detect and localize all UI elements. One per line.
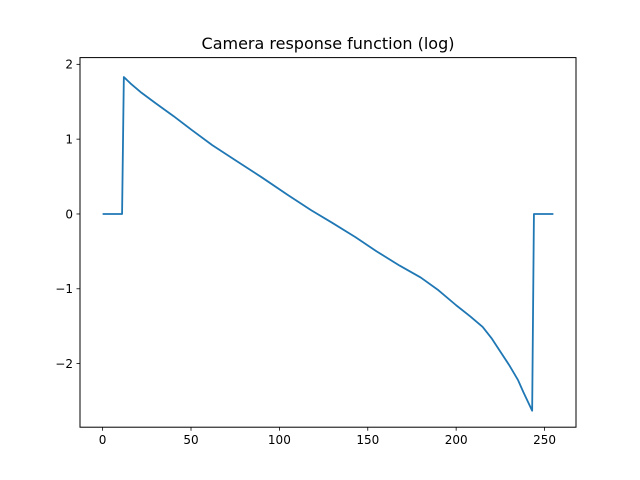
- x-tick-label: 150: [356, 433, 379, 447]
- axis-ticks: 0 50 100 150 200 250 −2 −1 0 1 2: [55, 58, 556, 448]
- y-tick-label: −1: [55, 282, 73, 296]
- x-tick-label: 50: [183, 433, 198, 447]
- x-tick-label: 0: [99, 433, 107, 447]
- series-line: [102, 76, 554, 412]
- x-tick-label: 250: [533, 433, 556, 447]
- y-tick-label: 2: [65, 58, 73, 72]
- y-tick-label: −2: [55, 357, 73, 371]
- y-tick-label: 1: [65, 132, 73, 146]
- series-layer: [102, 76, 554, 412]
- y-tick-label: 0: [65, 207, 73, 221]
- chart-title: Camera response function (log): [202, 34, 455, 53]
- x-tick-label: 100: [268, 433, 291, 447]
- plot-frame: [79, 57, 577, 428]
- x-tick-label: 200: [445, 433, 468, 447]
